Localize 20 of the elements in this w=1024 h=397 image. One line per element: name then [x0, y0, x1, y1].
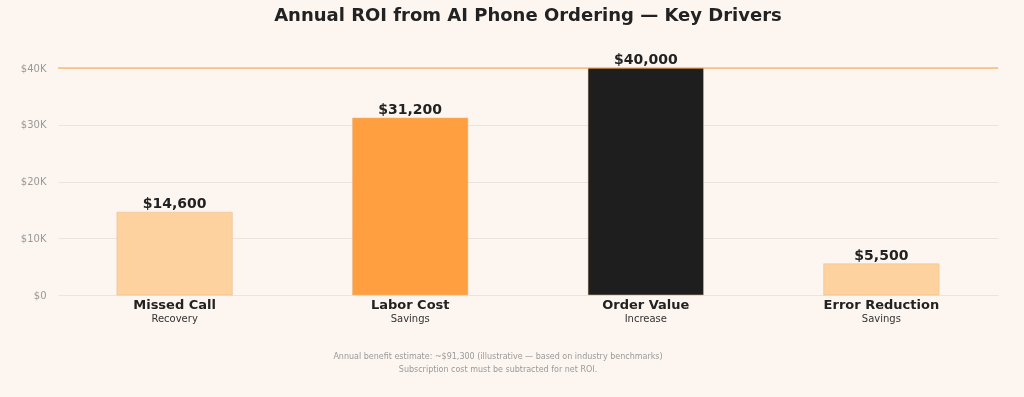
category-label: Error Reduction Savings [823, 297, 940, 324]
y-tick-label: $0 [33, 289, 47, 301]
text: Annual benefit estimate: ~$91,300 (illustrative — based on industry benchmarks) [333, 352, 663, 361]
y-tick-label: $10K [20, 232, 47, 244]
data-label: $14,600 [142, 195, 207, 212]
category-label: Labor Cost Savings [370, 297, 450, 324]
chart-title: Annual ROI from AI Phone Ordering — Key Drivers [274, 4, 782, 25]
bar [352, 117, 469, 296]
data-label: $5,500 [854, 246, 909, 263]
category-label: Missed Call Recovery [133, 297, 216, 324]
data-label: $40,000 [613, 51, 678, 67]
bar [587, 67, 704, 296]
y-tick-label: $30K [20, 119, 47, 131]
y-tick-label: $40K [20, 62, 47, 74]
category-label: Order Value Increase [602, 297, 690, 324]
bar [823, 263, 940, 296]
bar [116, 211, 233, 296]
data-label: $31,200 [378, 100, 443, 117]
text: Subscription cost must be subtracted for net ROI. [398, 365, 598, 374]
y-tick-label: $20K [20, 176, 47, 187]
